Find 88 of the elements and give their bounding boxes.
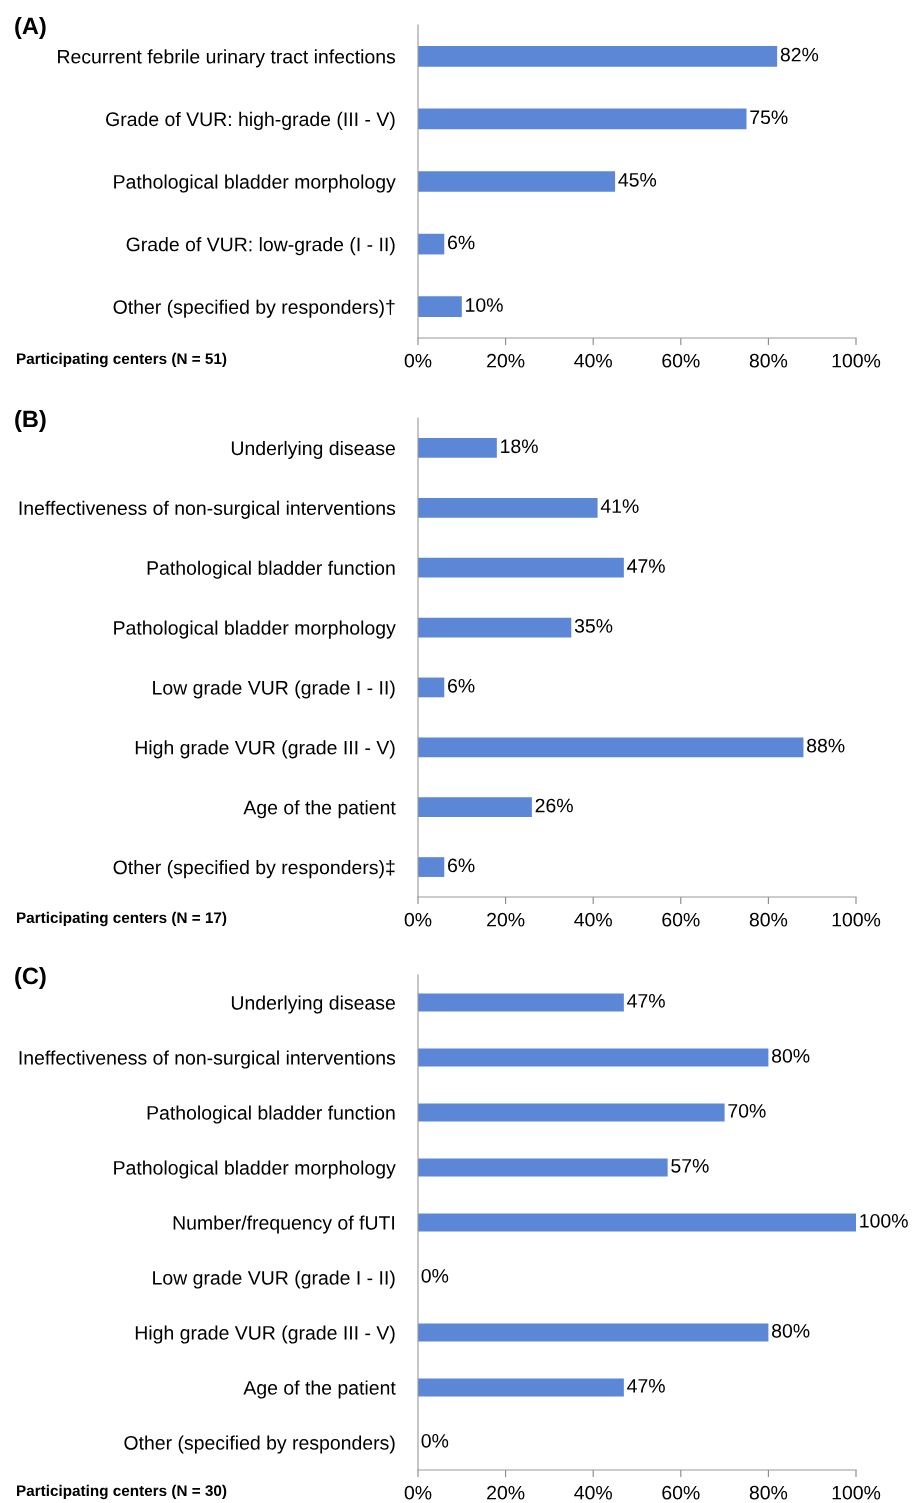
data-label: 0% bbox=[421, 1433, 449, 1448]
bar bbox=[418, 1048, 769, 1067]
bar bbox=[418, 171, 616, 192]
x-tick-label: 100% bbox=[832, 1485, 881, 1500]
data-label: 47% bbox=[627, 1379, 665, 1393]
y-tick-label: Grade of VUR: low-grade (I - II) bbox=[126, 237, 395, 256]
bar bbox=[418, 233, 445, 255]
data-label: 18% bbox=[501, 439, 538, 454]
bar bbox=[418, 993, 624, 1012]
x-tick-label: 40% bbox=[574, 912, 612, 927]
y-tick-label: Underlying disease bbox=[231, 995, 395, 1014]
x-tick-label: 20% bbox=[487, 912, 525, 927]
bar bbox=[418, 857, 445, 877]
x-tick-label: 80% bbox=[749, 1485, 788, 1500]
data-label: 10% bbox=[466, 298, 503, 312]
bar bbox=[418, 1103, 725, 1122]
x-tick-label: 0% bbox=[404, 912, 432, 927]
data-label: 41% bbox=[600, 499, 639, 513]
y-tick-label: Other (specified by responders)‡ bbox=[113, 860, 395, 879]
bar bbox=[418, 1378, 624, 1397]
text: (B) bbox=[15, 410, 46, 433]
bar bbox=[418, 438, 497, 458]
y-tick-label: Pathological bladder function bbox=[147, 560, 395, 579]
data-label: 88% bbox=[807, 738, 845, 753]
y-tick-label: Low grade VUR (grade I - II) bbox=[153, 1270, 395, 1289]
bar bbox=[418, 617, 572, 638]
bar bbox=[418, 296, 462, 318]
x-tick-label: 60% bbox=[662, 1485, 700, 1500]
y-tick-label: Other (specified by responders)† bbox=[113, 299, 395, 318]
y-tick-label: Pathological bladder morphology bbox=[114, 174, 396, 193]
text: Participating centers (N = 51) bbox=[17, 352, 227, 368]
data-label: 80% bbox=[772, 1048, 810, 1063]
y-tick-label: Ineffectiveness of non-surgical interventions bbox=[19, 1050, 396, 1069]
x-tick-label: 40% bbox=[574, 1485, 612, 1500]
y-tick-label: Ineffectiveness of non-surgical interventions bbox=[19, 500, 396, 519]
y-tick-label: Recurrent febrile urinary tract infections bbox=[58, 49, 396, 68]
y-tick-label: Pathological bladder morphology bbox=[114, 620, 396, 639]
bar bbox=[418, 1323, 769, 1342]
x-tick-label: 40% bbox=[574, 353, 612, 368]
text: (C) bbox=[15, 967, 46, 990]
x-tick-label: 60% bbox=[662, 353, 700, 368]
y-tick-label: Age of the patient bbox=[243, 800, 396, 819]
data-label: 47% bbox=[627, 559, 665, 573]
text: Participating centers (N = 17) bbox=[17, 911, 227, 927]
x-tick-label: 20% bbox=[487, 1485, 525, 1500]
data-label: 75% bbox=[750, 110, 788, 125]
y-tick-label: High grade VUR (grade III - V) bbox=[135, 740, 395, 759]
bar bbox=[418, 1213, 856, 1232]
data-label: 100% bbox=[860, 1213, 908, 1228]
x-tick-label: 60% bbox=[662, 912, 700, 927]
x-tick-label: 0% bbox=[404, 1485, 432, 1500]
data-label: 70% bbox=[728, 1103, 766, 1118]
x-tick-label: 0% bbox=[404, 353, 432, 368]
y-tick-label: Grade of VUR: high-grade (III - V) bbox=[106, 111, 395, 130]
data-label: 6% bbox=[448, 858, 475, 873]
x-tick-label: 20% bbox=[487, 353, 525, 368]
data-label: 26% bbox=[535, 798, 573, 813]
x-tick-label: 80% bbox=[749, 912, 788, 927]
bar bbox=[418, 108, 747, 130]
y-tick-label: Number/frequency of fUTI bbox=[173, 1215, 394, 1234]
data-label: 82% bbox=[780, 47, 819, 62]
text: Participating centers (N = 30) bbox=[17, 1484, 227, 1500]
data-label: 0% bbox=[421, 1268, 449, 1283]
bar bbox=[418, 677, 445, 698]
y-tick-label: Underlying disease bbox=[231, 440, 395, 460]
data-label: 6% bbox=[448, 235, 475, 250]
y-tick-label: Age of the patient bbox=[243, 1380, 396, 1399]
x-tick-label: 80% bbox=[749, 353, 788, 368]
data-label: 35% bbox=[574, 619, 613, 633]
bar bbox=[418, 557, 624, 578]
bar bbox=[418, 497, 598, 518]
data-label: 45% bbox=[618, 173, 657, 187]
text: (A) bbox=[15, 17, 46, 40]
y-tick-label: High grade VUR (grade III - V) bbox=[135, 1325, 395, 1344]
bar bbox=[418, 1158, 668, 1177]
y-tick-label: Low grade VUR (grade I - II) bbox=[153, 680, 395, 699]
bar bbox=[418, 797, 532, 818]
x-tick-label: 100% bbox=[832, 912, 881, 927]
data-label: 6% bbox=[448, 678, 475, 693]
data-label: 57% bbox=[671, 1159, 709, 1173]
bar bbox=[418, 45, 778, 67]
y-tick-label: Pathological bladder function bbox=[147, 1105, 395, 1124]
y-tick-label: Other (specified by responders) bbox=[124, 1435, 395, 1454]
y-tick-label: Pathological bladder morphology bbox=[114, 1160, 396, 1179]
data-label: 47% bbox=[627, 994, 665, 1008]
bar bbox=[418, 737, 804, 758]
data-label: 80% bbox=[772, 1323, 810, 1338]
x-tick-label: 100% bbox=[832, 353, 881, 368]
